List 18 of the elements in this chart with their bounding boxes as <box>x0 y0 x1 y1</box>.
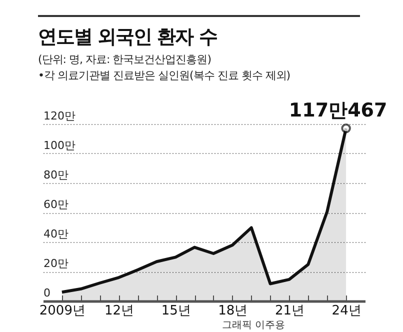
x-tick-label: 12년 <box>104 304 134 318</box>
y-tick-label: 0 <box>44 286 50 300</box>
y-tick-label: 80만 <box>44 168 68 182</box>
y-tick-label: 20만 <box>44 257 68 270</box>
y-tick-label: 100만 <box>44 139 76 152</box>
x-tick-label: 21년 <box>274 304 305 318</box>
data-label: 117만467 <box>288 99 388 122</box>
y-tick-label: 40만 <box>44 228 68 240</box>
text: •각 의료기관별 진료받은 실인원(복수 진료 횟수 제외) <box>38 68 290 83</box>
chart-title: 연도별 외국인 환자 수 <box>38 25 217 50</box>
chart-subtitle: (단위: 명, 자료: 한국보건산업진흥원) <box>38 52 211 67</box>
x-tick-label: 18년 <box>218 304 248 318</box>
text: 그래픽 이주용 <box>222 319 286 332</box>
y-tick-label: 60만 <box>44 198 68 211</box>
x-tick-label: 2009년 <box>39 304 86 318</box>
x-tick-label: 15년 <box>161 304 191 318</box>
y-tick-label: 120만 <box>44 110 76 122</box>
x-tick-label: 24년 <box>332 304 362 318</box>
